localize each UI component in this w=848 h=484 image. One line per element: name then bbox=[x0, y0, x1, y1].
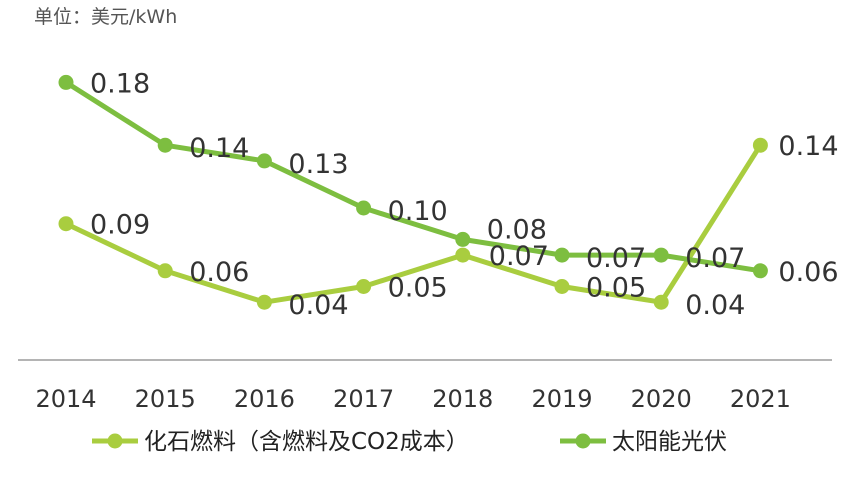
x-tick-label: 2014 bbox=[35, 385, 96, 413]
data-label: 0.07 bbox=[489, 241, 549, 272]
data-point bbox=[653, 247, 669, 263]
data-point bbox=[554, 247, 570, 263]
data-label: 0.14 bbox=[189, 133, 249, 164]
legend-label: 化石燃料（含燃料及CO2成本） bbox=[144, 429, 469, 455]
data-labels: 0.090.060.040.050.070.050.040.140.180.14… bbox=[90, 68, 839, 321]
series-layer bbox=[58, 74, 768, 310]
series-line bbox=[63, 79, 763, 274]
data-label: 0.10 bbox=[388, 196, 448, 227]
x-tick-label: 2018 bbox=[432, 385, 493, 413]
x-tick-label: 2019 bbox=[531, 385, 592, 413]
unit-label: 单位：美元/kWh bbox=[34, 6, 177, 28]
data-label: 0.05 bbox=[586, 273, 646, 304]
legend-item: 太阳能光伏 bbox=[560, 429, 727, 455]
data-point bbox=[356, 200, 372, 216]
series-fossil-fuel bbox=[58, 137, 768, 310]
legend-item: 化石燃料（含燃料及CO2成本） bbox=[92, 429, 469, 455]
data-point bbox=[752, 263, 768, 279]
data-label: 0.07 bbox=[685, 243, 745, 274]
legend-marker bbox=[107, 433, 123, 449]
x-tick-label: 2017 bbox=[333, 385, 394, 413]
data-point bbox=[256, 153, 272, 169]
data-label: 0.08 bbox=[487, 214, 547, 245]
data-point bbox=[554, 279, 570, 294]
data-label: 0.09 bbox=[90, 210, 150, 241]
data-point bbox=[157, 137, 173, 153]
data-label: 0.18 bbox=[90, 68, 150, 99]
data-point bbox=[256, 294, 272, 310]
legend-label: 太阳能光伏 bbox=[612, 429, 727, 455]
data-label: 0.13 bbox=[288, 149, 348, 180]
data-point bbox=[752, 137, 768, 153]
data-label: 0.05 bbox=[388, 273, 448, 304]
data-point bbox=[58, 216, 74, 232]
series-line bbox=[63, 142, 763, 305]
data-label: 0.06 bbox=[778, 257, 838, 288]
data-label: 0.04 bbox=[288, 290, 348, 321]
x-tick-label: 2016 bbox=[234, 385, 295, 413]
data-point bbox=[58, 74, 74, 90]
x-tick-label: 2021 bbox=[730, 385, 791, 413]
data-label: 0.06 bbox=[189, 257, 249, 288]
series-solar-pv bbox=[58, 74, 768, 279]
data-label: 0.14 bbox=[778, 131, 838, 162]
data-point bbox=[455, 231, 471, 247]
legend-marker bbox=[575, 433, 591, 449]
x-tick-label: 2020 bbox=[631, 385, 692, 413]
x-axis-ticks: 2014 2015 2016 2017 2018 2019 2020 2021 bbox=[35, 385, 790, 413]
data-point bbox=[455, 247, 471, 263]
data-label: 0.07 bbox=[586, 243, 646, 274]
data-label: 0.04 bbox=[685, 290, 745, 321]
data-point bbox=[653, 294, 669, 310]
x-tick-label: 2015 bbox=[135, 385, 196, 413]
legend: 化石燃料（含燃料及CO2成本） 太阳能光伏 bbox=[92, 429, 727, 455]
data-point bbox=[356, 279, 372, 294]
data-point bbox=[157, 263, 173, 279]
